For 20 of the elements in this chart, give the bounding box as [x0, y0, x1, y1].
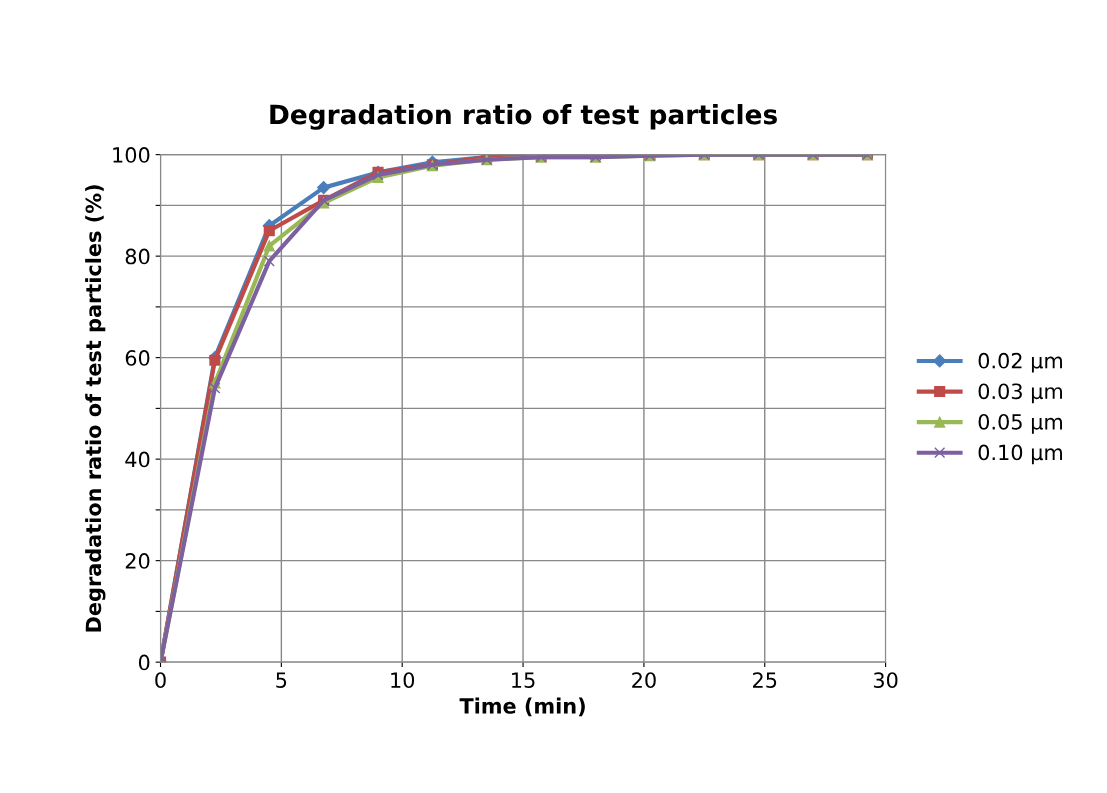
y-tick-label: 40: [125, 451, 150, 468]
x-tick-label: 0: [155, 672, 166, 688]
y-tick-label: 60: [125, 350, 150, 366]
legend-label: 0.10 µm: [978, 444, 1062, 465]
x-tick-label: 20: [632, 672, 656, 688]
y-tick-label: 100: [113, 147, 150, 163]
x-tick-label: 15: [512, 672, 535, 688]
x-tick-label: 30: [873, 672, 898, 688]
x-axis-title: Time (min): [459, 697, 585, 717]
legend-label: 0.02 µm: [978, 352, 1062, 373]
x-tick-label: 10: [391, 672, 415, 688]
y-tick-label: 0: [138, 654, 150, 671]
y-tick-label: 80: [125, 248, 150, 265]
legend-label: 0.05 µm: [978, 413, 1062, 434]
x-tick-label: 25: [753, 672, 777, 688]
y-tick-label: 20: [125, 553, 150, 569]
y-axis-title: Degradation ratio of test particles (%): [85, 185, 106, 632]
legend-label: 0.03 µm: [978, 383, 1062, 404]
chart-title: Degradation ratio of test particles: [270, 104, 777, 130]
x-tick-label: 5: [276, 672, 287, 688]
